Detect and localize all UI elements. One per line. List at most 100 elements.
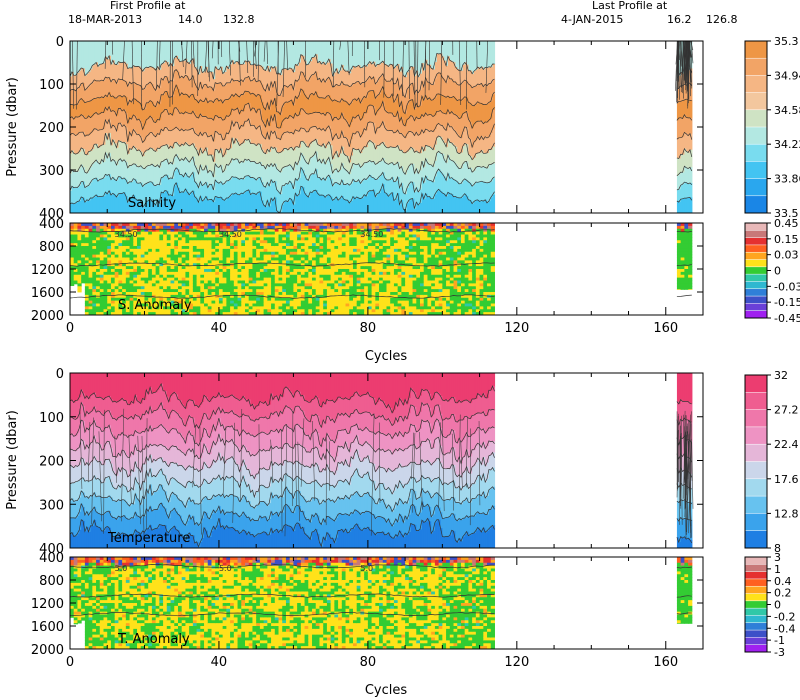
field-cell (246, 175, 250, 192)
anomaly-cell (237, 312, 242, 315)
field-cell (392, 130, 395, 148)
anomaly-cell (256, 312, 261, 315)
anomaly-cell (282, 312, 287, 315)
field-cell (159, 134, 162, 150)
field-cell (397, 129, 401, 147)
colorbar-swatch (744, 57, 768, 77)
anomaly-cell (289, 309, 294, 313)
anomaly-cell (110, 294, 116, 299)
anomaly-cell (323, 271, 328, 276)
field-cell (460, 100, 464, 119)
field-cell (403, 111, 406, 126)
contour-line (678, 41, 680, 89)
colorbar-swatch (744, 40, 768, 59)
field-cell (328, 41, 332, 60)
field-cell (352, 83, 356, 101)
anomaly-cell (200, 231, 205, 235)
field-cell (71, 150, 75, 171)
anomaly-cell (230, 292, 235, 296)
field-cell (278, 112, 281, 129)
anomaly-cell (181, 257, 186, 261)
anomaly-cell (196, 269, 201, 273)
anomaly-cell (345, 283, 350, 287)
salinity-x-ticks (69, 41, 704, 213)
anomaly-cell (312, 260, 317, 264)
anomaly-cell (222, 283, 227, 287)
anomaly-cell (267, 228, 272, 233)
anomaly-cell (237, 223, 242, 227)
anomaly-cell (278, 309, 283, 313)
field-cell (414, 192, 417, 210)
field-cell (434, 144, 438, 162)
field-cell (217, 83, 220, 99)
anomaly-cell (274, 223, 280, 227)
anomaly-cell (166, 263, 172, 267)
field-cell (418, 191, 421, 206)
field-cell (434, 115, 438, 130)
field-cell (122, 41, 125, 64)
field-cell (490, 101, 494, 120)
field-cell (114, 126, 118, 144)
field-cell (107, 193, 110, 213)
anomaly-cell (192, 274, 198, 279)
field-cell (408, 87, 412, 102)
anomaly-cell (293, 260, 298, 264)
field-cell (468, 154, 471, 170)
field-cell (233, 143, 237, 161)
anomaly-cell (341, 225, 347, 230)
anomaly-cell (99, 286, 105, 290)
anomaly-cell (267, 286, 272, 290)
anomaly-cell (274, 269, 280, 273)
field-cell (312, 127, 315, 143)
anomaly-cell (278, 274, 283, 279)
anomaly-cell (315, 225, 320, 230)
field-cell (194, 165, 198, 182)
field-cell (457, 197, 460, 213)
field-cell (680, 101, 684, 119)
anomaly-cell (233, 263, 239, 267)
colorbar-label: 34.58 (774, 104, 800, 117)
field-cell (682, 184, 685, 200)
anomaly-cell (267, 231, 272, 235)
anomaly-cell (289, 260, 294, 264)
field-cell (153, 150, 157, 167)
field-cell (129, 67, 133, 83)
field-cell (198, 74, 201, 91)
field-cell (317, 193, 321, 213)
anomaly-cell (177, 306, 183, 310)
anomaly-cell (103, 309, 108, 313)
field-cell (122, 97, 125, 112)
field-cell (490, 197, 494, 213)
anomaly-cell (122, 297, 127, 302)
anomaly-cell (99, 240, 105, 244)
field-cell (256, 129, 259, 147)
anomaly-cell (304, 303, 309, 307)
field-cell (218, 183, 222, 199)
field-cell (285, 166, 289, 184)
field-cell (271, 115, 274, 132)
field-cell (84, 118, 88, 137)
field-cell (354, 149, 358, 165)
anomaly-cell (300, 271, 306, 276)
anomaly-cell (151, 257, 157, 261)
anomaly-cell (230, 240, 235, 244)
field-cell (388, 147, 391, 166)
anomaly-cell (241, 240, 246, 244)
field-cell (321, 130, 324, 147)
anomaly-cell (282, 277, 287, 281)
field-cell (680, 85, 684, 102)
anomaly-cell (271, 257, 276, 261)
field-cell (408, 200, 412, 213)
field-cell (196, 168, 200, 185)
field-cell (97, 181, 101, 198)
field-cell (140, 85, 144, 105)
field-cell (360, 153, 363, 168)
field-cell (252, 143, 255, 163)
field-cell (200, 132, 203, 149)
field-cell (410, 83, 414, 101)
anomaly-cell (185, 297, 190, 302)
field-cell (166, 76, 170, 92)
anomaly-cell (259, 260, 265, 264)
anomaly-cell (300, 266, 306, 270)
anomaly-cell (118, 269, 123, 273)
